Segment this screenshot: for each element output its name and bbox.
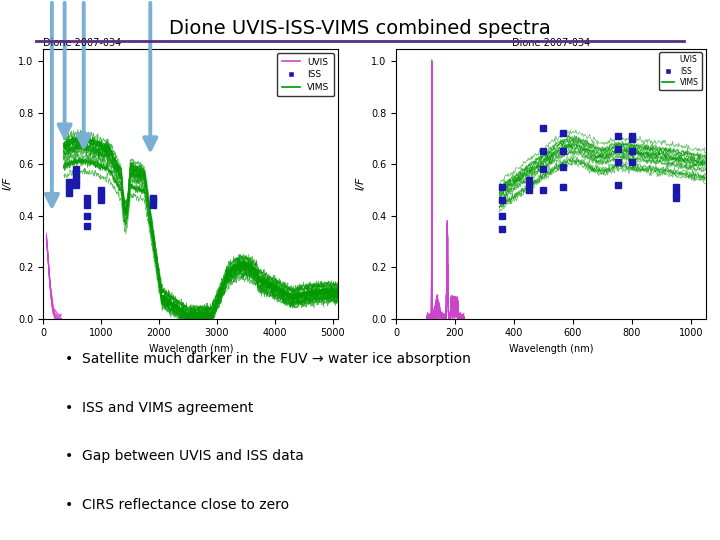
- Text: •  Gap between UVIS and ISS data: • Gap between UVIS and ISS data: [65, 449, 304, 463]
- Y-axis label: I/F: I/F: [3, 177, 12, 190]
- Text: Dione UVIS-ISS-VIMS combined spectra: Dione UVIS-ISS-VIMS combined spectra: [169, 19, 551, 38]
- Text: •  ISS and VIMS agreement: • ISS and VIMS agreement: [65, 401, 253, 415]
- Legend: UVIS, ISS, VIMS: UVIS, ISS, VIMS: [277, 53, 334, 96]
- Legend: UVIS, ISS, VIMS: UVIS, ISS, VIMS: [660, 52, 702, 90]
- Y-axis label: I/F: I/F: [356, 177, 365, 190]
- Text: Dione 2007-034: Dione 2007-034: [43, 38, 122, 48]
- Title: Dione 2007-034: Dione 2007-034: [512, 38, 590, 48]
- X-axis label: Wavelength (nm): Wavelength (nm): [148, 344, 233, 354]
- Text: •  Satellite much darker in the FUV → water ice absorption: • Satellite much darker in the FUV → wat…: [65, 352, 471, 366]
- Text: •  CIRS reflectance close to zero: • CIRS reflectance close to zero: [65, 498, 289, 512]
- X-axis label: Wavelength (nm): Wavelength (nm): [508, 344, 593, 354]
